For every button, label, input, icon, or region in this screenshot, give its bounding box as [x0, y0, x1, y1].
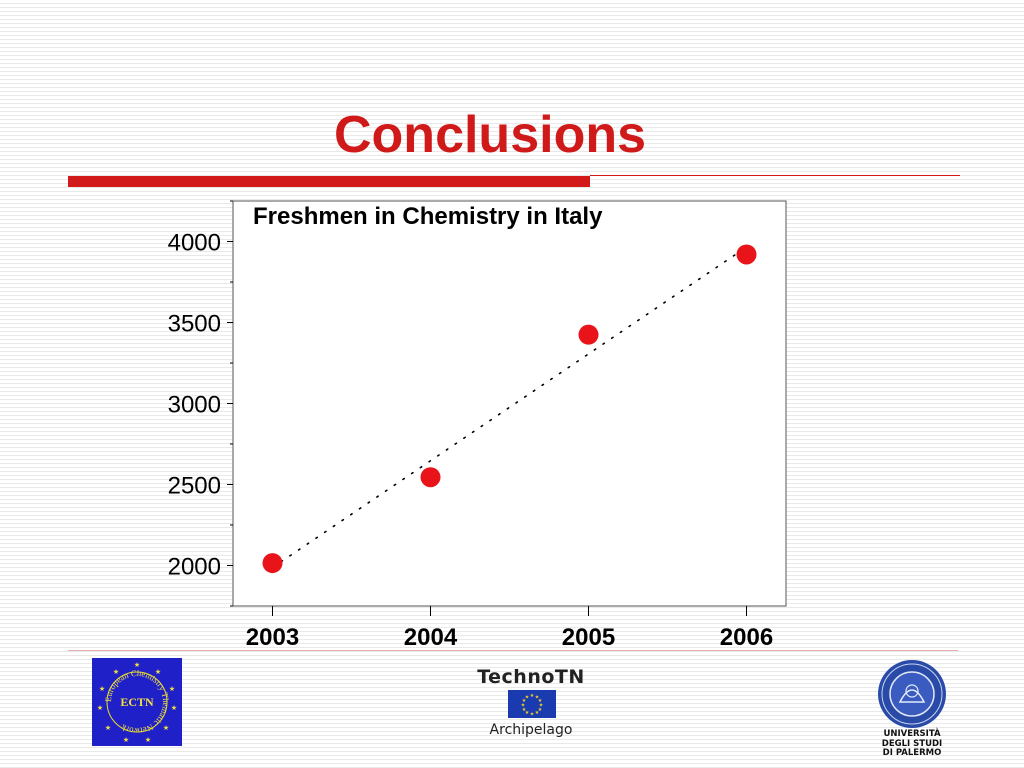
eu-flag-icon: ★ ★★ ★★★ ★★★ ★★★ — [508, 690, 556, 718]
ectn-logo: European Chemistry Thematic Network ECTN… — [92, 658, 182, 746]
y-tick-label: 2500 — [168, 473, 221, 500]
chart-title: Freshmen in Chemistry in Italy — [253, 203, 603, 230]
y-tick-label: 4000 — [168, 230, 221, 257]
svg-text:★: ★ — [521, 703, 526, 709]
svg-text:★: ★ — [539, 703, 544, 709]
svg-text:★: ★ — [123, 736, 129, 744]
footer-divider — [68, 650, 958, 651]
svg-text:★: ★ — [535, 695, 540, 701]
svg-text:★: ★ — [530, 693, 535, 699]
y-tick-label: 3500 — [168, 311, 221, 338]
svg-text:★: ★ — [113, 668, 119, 676]
svg-text:★: ★ — [530, 712, 535, 718]
y-tick-label: 3000 — [168, 392, 221, 419]
svg-text:★: ★ — [522, 698, 527, 704]
svg-text:★: ★ — [525, 710, 530, 716]
data-points — [262, 244, 757, 574]
university-name: UNIVERSITÀ DEGLI STUDI DI PALERMO — [881, 729, 943, 758]
plot-frame — [232, 200, 787, 607]
svg-text:★: ★ — [538, 707, 543, 713]
x-tick-label: 2004 — [404, 624, 458, 650]
svg-text:★: ★ — [522, 707, 527, 713]
y-axis: 2000 2500 3000 3500 4000 — [168, 200, 233, 607]
svg-text:★: ★ — [99, 685, 105, 693]
title-underline-thin — [590, 175, 960, 176]
x-tick-label: 2003 — [246, 624, 299, 650]
svg-text:★: ★ — [155, 668, 161, 676]
svg-text:★: ★ — [97, 704, 103, 712]
svg-text:★: ★ — [145, 736, 151, 744]
technotn-subtitle: Archipelago — [489, 722, 573, 738]
svg-text:★: ★ — [169, 685, 175, 693]
svg-text:★: ★ — [535, 710, 540, 716]
y-tick-label: 2000 — [168, 554, 221, 581]
title-underline-thick — [68, 176, 590, 187]
x-axis: 2003 2004 2005 2006 — [246, 606, 773, 650]
slide-title-text: Conclusions — [333, 106, 647, 164]
technotn-logo: TechnoTN ★ ★ ★ ★ ★ ★ ★ ★ ★ ★ ★ ★ Archipelago — [468, 666, 594, 744]
data-point-2003 — [262, 553, 283, 574]
svg-text:★: ★ — [163, 724, 169, 732]
x-tick-label: 2005 — [562, 624, 615, 650]
university-seal-icon — [878, 660, 946, 728]
svg-text:★: ★ — [134, 661, 140, 669]
university-seal: UNIVERSITÀ DEGLI STUDI DI PALERMO — [872, 658, 952, 764]
data-point-2004 — [420, 467, 441, 488]
svg-text:★: ★ — [538, 698, 543, 704]
svg-text:★: ★ — [105, 724, 111, 732]
trendline — [271, 246, 748, 569]
trendline-line — [271, 246, 748, 569]
data-point-2005 — [578, 324, 599, 345]
freshmen-chart: Freshmen in Chemistry in Italy 2000 2500 3… — [168, 200, 787, 650]
data-point-2006 — [736, 244, 757, 265]
technotn-name: TechnoTN — [477, 666, 585, 688]
x-tick-label: 2006 — [720, 624, 773, 650]
slide-title: Conclusions — [0, 100, 1024, 170]
svg-text:★: ★ — [171, 704, 177, 712]
ectn-center-text: ECTN — [120, 695, 154, 709]
svg-text:★: ★ — [525, 695, 530, 701]
